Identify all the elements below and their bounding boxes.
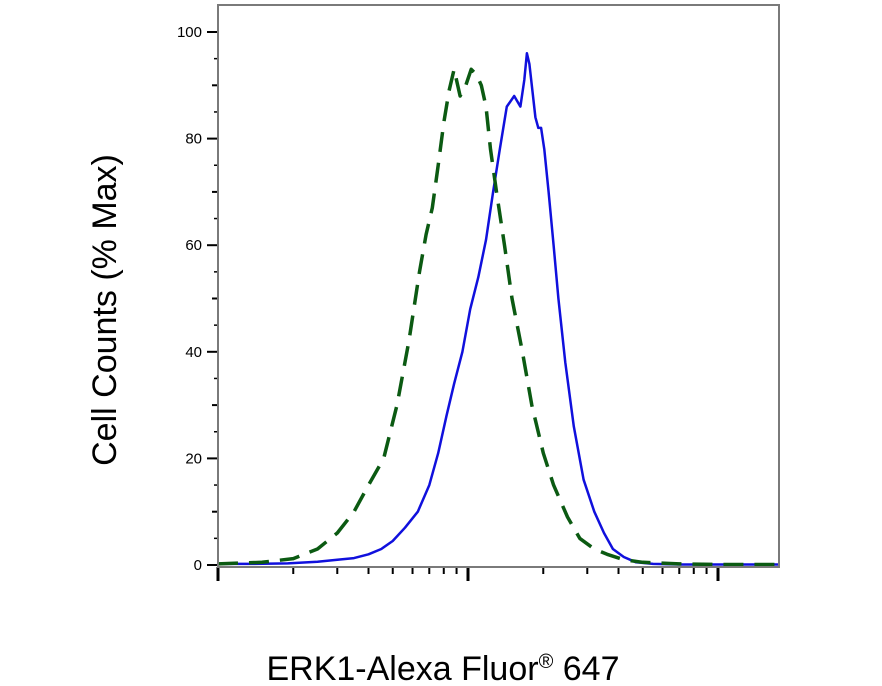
y-tick-label: 100: [177, 24, 202, 41]
x-axis-title-suffix: 647: [553, 650, 619, 686]
x-axis-ticks: [216, 566, 779, 581]
x-axis-title-main: ERK1-Alexa Fluor: [266, 650, 538, 686]
sample-series-line: [218, 52, 779, 566]
y-tick-label: 60: [185, 237, 202, 254]
y-tick-label: 40: [185, 344, 202, 361]
y-axis-ticks: 0 20 40 60 80 100: [177, 5, 219, 574]
plot-frame: [217, 4, 780, 568]
y-axis-title: Cell Counts (% Max): [86, 154, 124, 466]
control-series-line: [217, 67, 779, 567]
x-axis-title: ERK1-Alexa Fluor® 647: [266, 650, 619, 686]
x-axis-title-registered-mark: ®: [539, 651, 554, 673]
y-tick-label: 20: [185, 450, 202, 467]
y-tick-label: 80: [185, 131, 202, 148]
series-layer: [217, 52, 779, 567]
y-tick-label: 0: [194, 557, 202, 574]
